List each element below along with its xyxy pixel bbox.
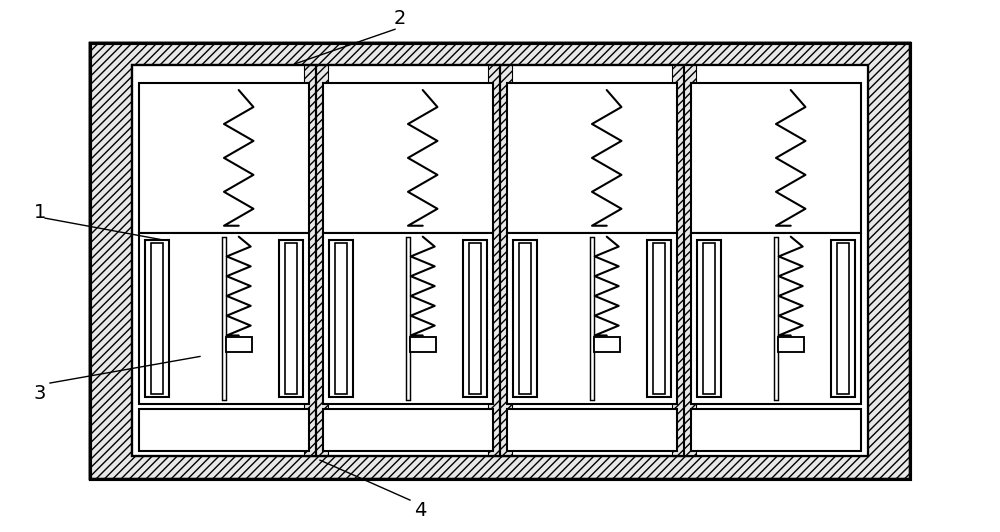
Bar — [691, 410, 861, 451]
Bar — [590, 237, 594, 400]
Bar — [285, 243, 297, 394]
Bar — [90, 43, 910, 479]
Bar — [151, 243, 163, 394]
Bar — [507, 233, 677, 404]
Text: 3: 3 — [34, 384, 46, 403]
Bar — [500, 65, 684, 456]
Bar — [316, 65, 500, 456]
Bar — [684, 65, 868, 456]
Bar — [488, 65, 512, 456]
Bar — [463, 240, 487, 397]
Bar — [594, 337, 620, 353]
Bar — [132, 65, 868, 456]
Bar — [139, 82, 309, 233]
Bar — [316, 65, 500, 456]
Text: 1: 1 — [34, 203, 46, 222]
Bar — [323, 233, 493, 404]
Bar — [323, 82, 493, 233]
Bar — [519, 243, 531, 394]
Bar — [513, 240, 537, 397]
Bar — [469, 243, 481, 394]
Bar — [226, 337, 252, 353]
Bar — [691, 233, 861, 404]
Bar — [145, 240, 169, 397]
Bar — [703, 243, 715, 394]
Bar — [90, 43, 910, 479]
Bar — [500, 65, 684, 456]
Text: 4: 4 — [414, 501, 426, 520]
Bar — [778, 337, 804, 353]
Text: 2: 2 — [394, 9, 406, 28]
Bar — [672, 65, 696, 456]
Bar — [335, 243, 347, 394]
Bar — [831, 240, 855, 397]
Bar — [132, 65, 868, 456]
Bar — [304, 65, 328, 456]
Bar — [774, 237, 778, 400]
Bar — [132, 65, 316, 456]
Bar — [323, 410, 493, 451]
Bar — [410, 337, 436, 353]
Bar — [406, 237, 410, 400]
Bar — [653, 243, 665, 394]
Bar — [132, 65, 868, 456]
Bar — [837, 243, 849, 394]
Bar — [139, 233, 309, 404]
Bar — [507, 82, 677, 233]
Bar — [222, 237, 226, 400]
Bar — [507, 410, 677, 451]
Bar — [139, 410, 309, 451]
Bar — [329, 240, 353, 397]
Bar — [132, 65, 316, 456]
Bar — [691, 82, 861, 233]
Bar — [647, 240, 671, 397]
Bar — [279, 240, 303, 397]
Bar — [90, 43, 910, 479]
Bar — [697, 240, 721, 397]
